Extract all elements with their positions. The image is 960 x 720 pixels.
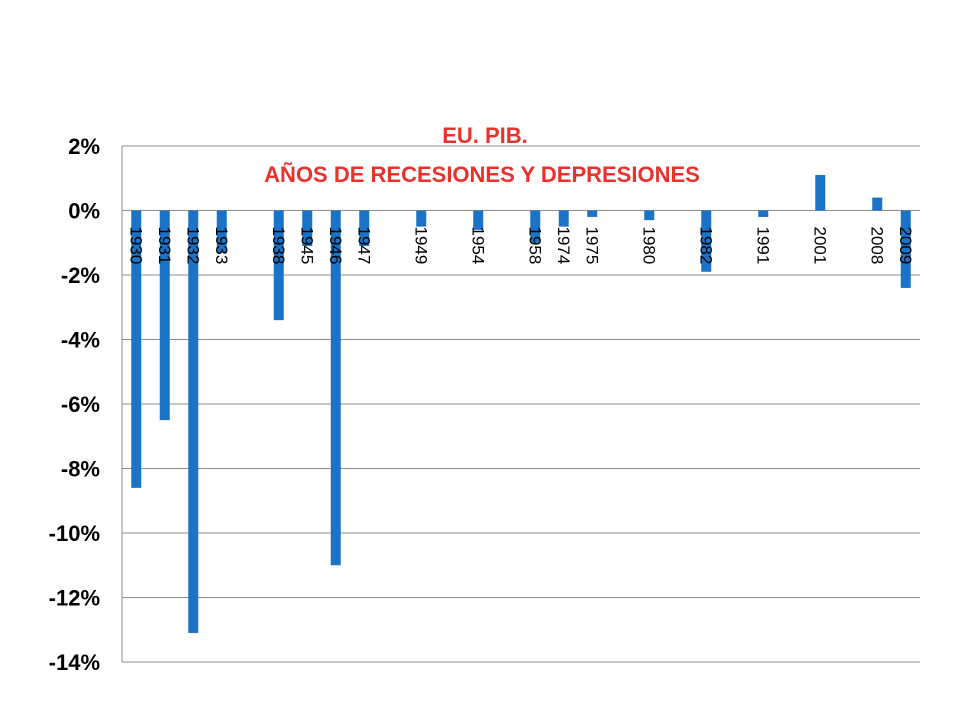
y-tick-label: -14% [49,650,100,675]
y-tick-label: -6% [61,392,100,417]
y-tick-label: -2% [61,263,100,288]
y-tick-label: -8% [61,457,100,482]
bar [473,210,484,230]
bar [872,197,883,211]
x-tick-label: 1982 [696,227,715,265]
bars [131,175,911,633]
bar [644,210,655,221]
bar [530,210,541,243]
y-tick-label: 0% [68,199,100,224]
gridlines [121,145,920,663]
x-tick-label: 2001 [810,227,829,265]
x-tick-label: 2009 [896,227,915,265]
x-tick-label: 1949 [411,227,430,265]
x-tick-label: 1933 [212,227,231,265]
bar [273,210,284,321]
bar [330,210,341,566]
x-tick-label: 1930 [126,227,145,265]
x-tick-label: 1931 [155,227,174,265]
bar [159,210,170,421]
y-tick-labels: 2% 0% -2% -4% -6% -8% -10% -12% -14% [49,134,100,675]
bar [302,210,313,246]
x-tick-label: 2008 [867,227,886,265]
x-tick-labels: 1930 1931 1932 1933 1938 1945 1946 1947 1949 1954… [126,227,915,265]
x-tick-label: 1974 [554,227,573,265]
y-tick-label: -10% [49,521,100,546]
y-tick-label: 2% [68,134,100,159]
chart-subtitle: AÑOS DE RECESIONES Y DEPRESIONES [264,162,700,187]
x-tick-label: 1991 [753,227,772,265]
bar [131,210,142,488]
bar [188,210,199,633]
bar [701,210,712,272]
bar [416,210,427,227]
chart-title: EU. PIB. [442,123,528,148]
x-tick-label: 1932 [183,227,202,265]
bar [558,210,569,227]
bar [216,210,227,253]
x-tick-label: 1945 [297,227,316,265]
x-tick-label: 1947 [354,227,373,265]
x-tick-label: 1975 [582,227,601,265]
y-tick-label: -12% [49,586,100,611]
bar [758,210,769,217]
x-tick-label: 1938 [269,227,288,265]
bar [587,210,598,217]
x-tick-label: 1958 [525,227,544,265]
bar [900,210,911,288]
bar [359,210,370,246]
y-tick-label: -4% [61,328,100,353]
bar [815,175,826,211]
x-tick-label: 1980 [639,227,658,265]
x-tick-label: 1946 [326,227,345,265]
x-tick-label: 1954 [468,227,487,265]
